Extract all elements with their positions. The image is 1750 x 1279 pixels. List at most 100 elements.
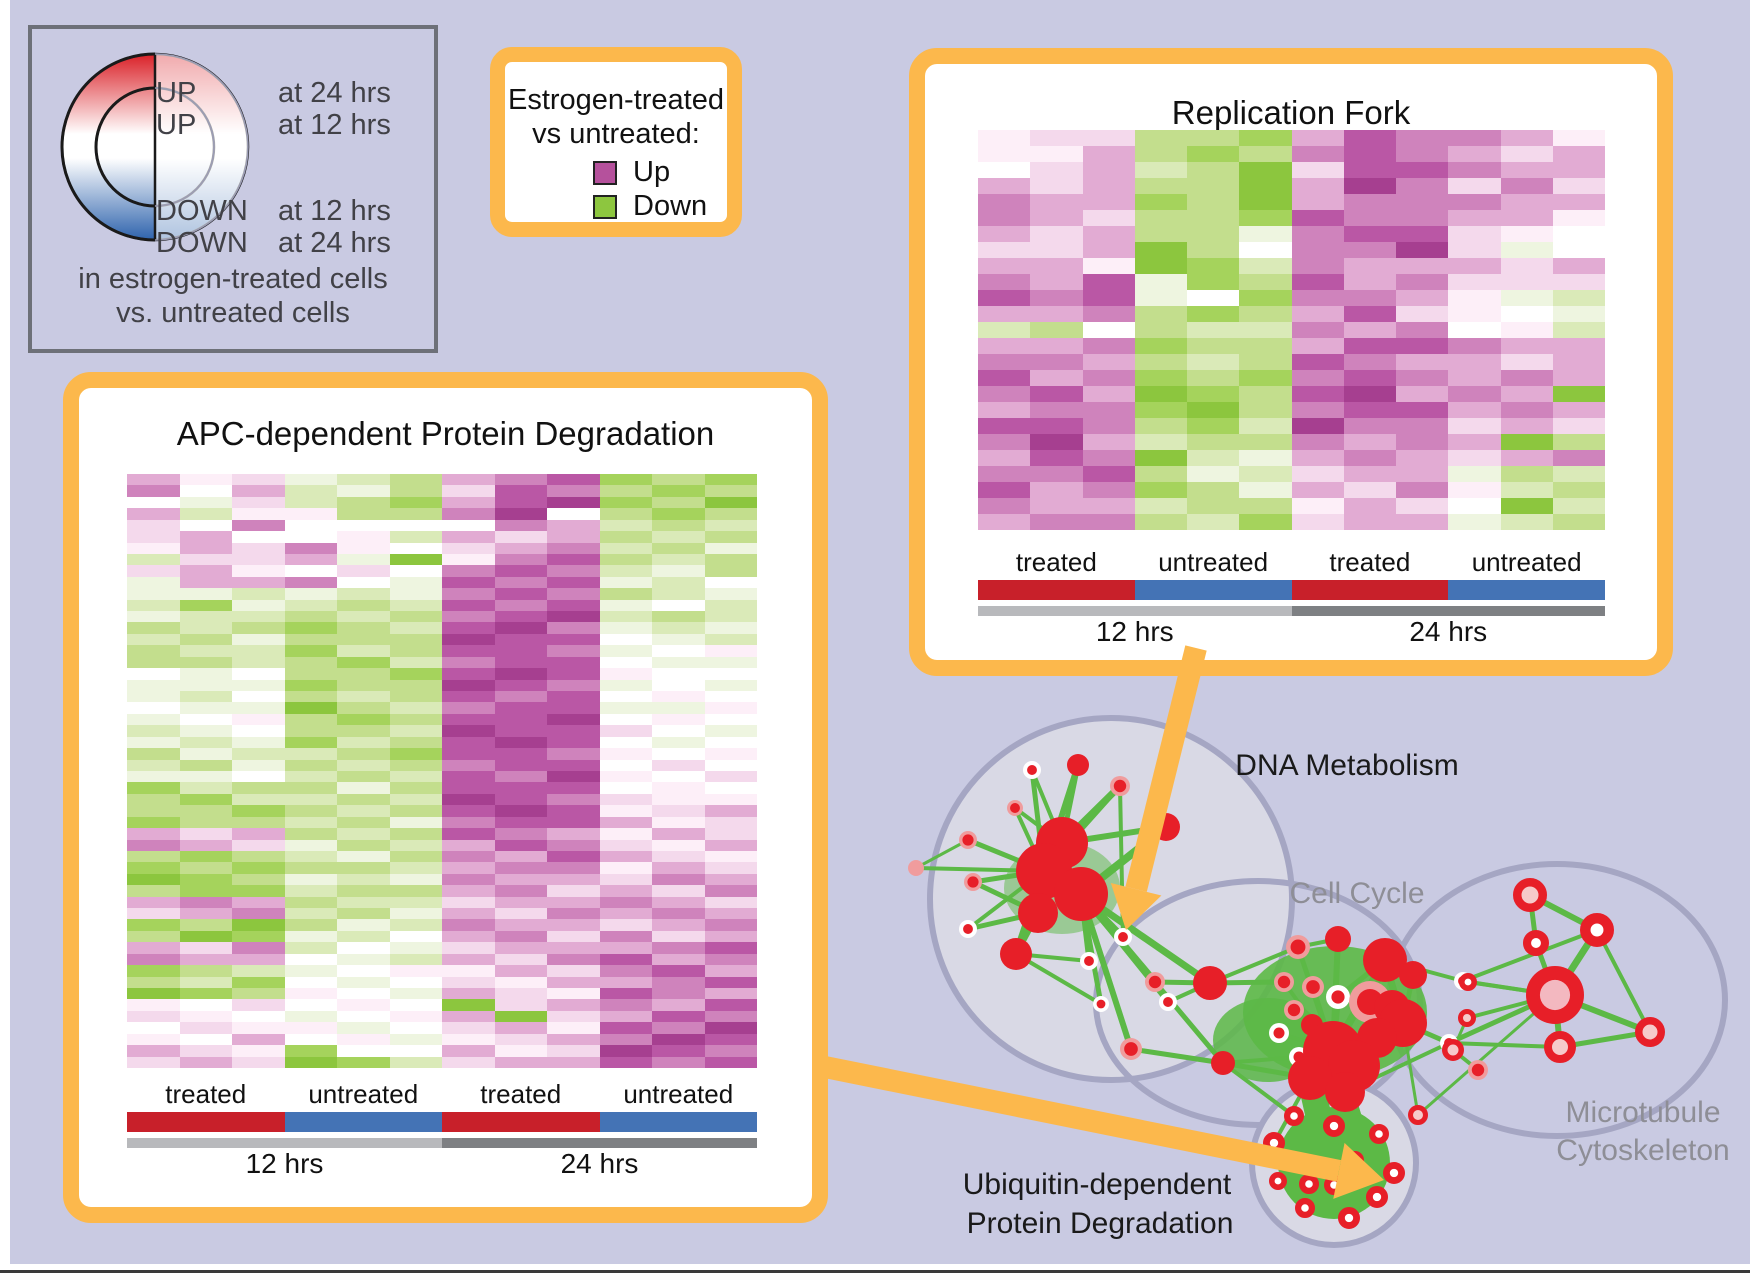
heatmap-cell	[389, 542, 442, 554]
heatmap-cell	[1134, 418, 1187, 434]
heatmap-cell	[704, 725, 757, 737]
heatmap-cell	[494, 862, 547, 874]
heatmap-cell	[547, 748, 600, 760]
heatmap-cell	[337, 873, 390, 886]
heatmap-cell	[179, 725, 232, 737]
heatmap-cell	[1552, 210, 1605, 226]
heatmap-cell	[547, 542, 600, 554]
condition-label-untreated-3: untreated	[623, 1079, 734, 1109]
heatmap-cell	[704, 679, 757, 692]
heatmap-cell	[547, 691, 600, 703]
heatmap-cell	[494, 1045, 547, 1057]
heatmap-cell	[1396, 258, 1449, 274]
heatmap-cell	[599, 770, 652, 783]
heatmap-cell	[389, 988, 442, 1000]
heatmap-cell	[389, 576, 442, 589]
heatmap-cell	[1500, 434, 1553, 450]
heatmap-cell	[1448, 402, 1501, 418]
heatmap-cell	[1343, 258, 1396, 274]
heatmap-cell	[1291, 498, 1344, 514]
heatmap-cell	[127, 930, 180, 943]
heatmap-cell	[389, 930, 442, 943]
heatmap-cell	[704, 930, 757, 943]
heatmap-cell	[978, 370, 1031, 386]
heatmap-cell	[337, 976, 390, 989]
heatmap-cell	[1396, 162, 1449, 178]
heatmap-cell	[1187, 386, 1240, 402]
heatmap-cell	[547, 633, 600, 646]
heatmap-cell	[547, 553, 600, 566]
heatmap-cell	[1448, 146, 1501, 162]
heatmap-cell	[127, 1056, 180, 1068]
heatmap-cell	[1552, 194, 1605, 210]
heatmap-cell	[1187, 242, 1240, 258]
heatmap-cell	[442, 485, 495, 497]
heatmap-cell	[704, 919, 757, 931]
heatmap-cell	[494, 988, 547, 1000]
heatmap-cell	[179, 531, 232, 543]
heatmap-cell	[179, 1033, 232, 1046]
heatmap-cell	[652, 531, 705, 543]
heatmap-cell	[284, 748, 337, 760]
heatmap-cell	[442, 862, 495, 874]
heatmap-cell	[442, 942, 495, 954]
heatmap-cell	[127, 862, 180, 874]
heatmap-cell	[599, 759, 652, 771]
heatmap-cell	[1343, 306, 1396, 322]
heatmap-cell	[389, 691, 442, 703]
heatmap-cell	[337, 1033, 390, 1046]
heatmap-cell	[337, 759, 390, 771]
heatmap-cell	[442, 691, 495, 703]
heatmap-cell	[337, 485, 390, 497]
heatmap-cell	[1448, 194, 1501, 210]
heatmap-cell	[179, 553, 232, 566]
heatmap-cell	[547, 862, 600, 874]
heatmap-cell	[1030, 130, 1083, 146]
heatmap-cell	[389, 1033, 442, 1046]
heatmap-cell	[1448, 178, 1501, 194]
heatmap-cell	[494, 1010, 547, 1023]
heatmap-cell	[1448, 482, 1501, 498]
heatmap-cell	[494, 919, 547, 931]
heatmap-cell	[284, 633, 337, 646]
heatmap-cell	[127, 679, 180, 692]
heatmap-cell	[652, 553, 705, 566]
heatmap-cell	[1082, 402, 1135, 418]
heatmap-cell	[652, 702, 705, 714]
heatmap-cell	[127, 542, 180, 554]
heatmap-cell	[652, 885, 705, 897]
heatmap-cell	[337, 896, 390, 909]
heatmap-cell	[1396, 418, 1449, 434]
heatmap-cell	[1291, 338, 1344, 354]
heatmap-cell	[652, 748, 705, 760]
heatmap-cell	[232, 553, 285, 566]
heatmap-cell	[1291, 450, 1344, 466]
heatmap-cell	[127, 622, 180, 634]
heatmap-cell	[442, 599, 495, 612]
heatmap-cell	[1030, 498, 1083, 514]
heatmap-cell	[442, 508, 495, 520]
heatmap-cell	[232, 862, 285, 874]
heatmap-cell	[1448, 514, 1501, 530]
legend-up-24-label: UP	[156, 77, 197, 109]
heatmap-cell	[1030, 450, 1083, 466]
heatmap-cell	[1082, 338, 1135, 354]
heatmap-cell	[337, 576, 390, 589]
heatmap-cell	[1500, 258, 1553, 274]
heatmap-cell	[978, 178, 1031, 194]
heatmap-cell	[232, 599, 285, 612]
heatmap-cell	[337, 862, 390, 874]
heatmap-cell	[599, 713, 652, 726]
heatmap-cell	[652, 713, 705, 726]
heatmap-cell	[599, 828, 652, 840]
heatmap-cell	[1030, 482, 1083, 498]
heatmap-cell	[442, 576, 495, 589]
heatmap-cell	[389, 873, 442, 886]
heatmap-cell	[1552, 450, 1605, 466]
heatmap-cell	[337, 713, 390, 726]
color-key-title-line1: Estrogen-treated	[507, 84, 724, 116]
heatmap-cell	[1448, 210, 1501, 226]
heatmap-cell	[704, 908, 757, 920]
heatmap-cell	[232, 919, 285, 931]
